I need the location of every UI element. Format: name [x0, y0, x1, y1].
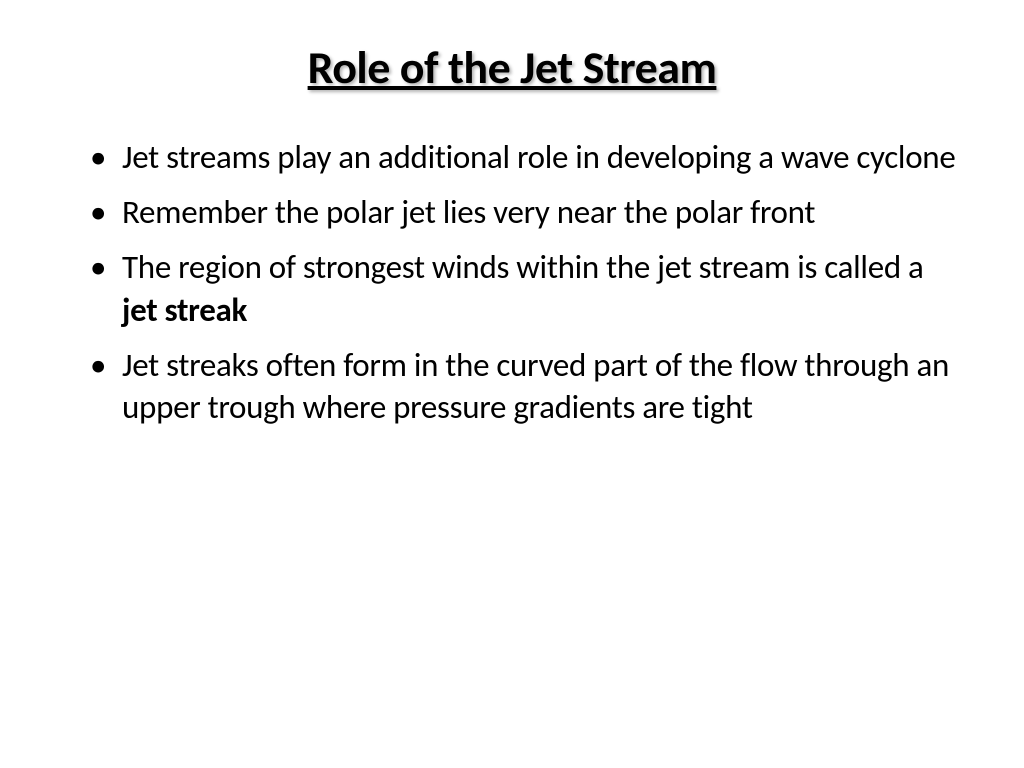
bullet-text-before: The region of strongest winds within the… [122, 247, 924, 287]
bullet-item: Jet streaks often form in the curved par… [90, 344, 964, 430]
bullet-text: Jet streaks often form in the curved par… [122, 345, 949, 428]
bullet-item: Remember the polar jet lies very near th… [90, 191, 964, 234]
bullet-list: Jet streams play an additional role in d… [60, 136, 964, 429]
bullet-item: The region of strongest winds within the… [90, 246, 964, 332]
bullet-item: Jet streams play an additional role in d… [90, 136, 964, 179]
bullet-text: Jet streams play an additional role in d… [122, 137, 955, 177]
bold-term: jet streak [122, 290, 247, 330]
bullet-text: Remember the polar jet lies very near th… [122, 192, 815, 232]
slide-title: Role of the Jet Stream [60, 40, 964, 96]
